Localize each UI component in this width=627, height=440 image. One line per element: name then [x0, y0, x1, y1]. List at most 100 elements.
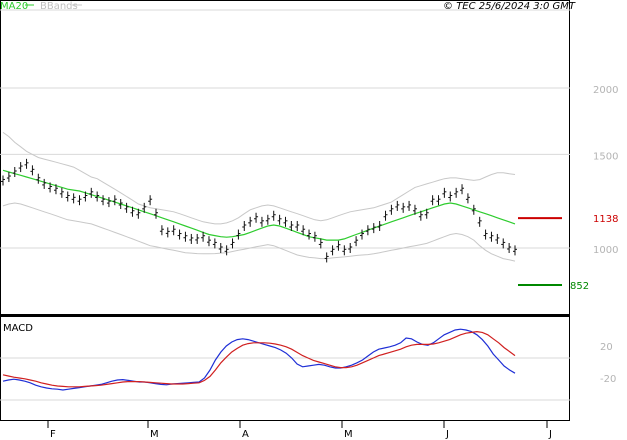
- price-bar: [448, 191, 453, 202]
- price-bar: [271, 210, 276, 221]
- price-bar: [342, 245, 347, 256]
- price-bar: [259, 216, 264, 227]
- price-bar: [336, 240, 341, 251]
- macd-panel-frame: [0, 316, 570, 421]
- price-bar: [348, 243, 353, 253]
- price-bar: [312, 231, 317, 242]
- x-tick-label-2: A: [242, 429, 249, 440]
- price-bar: [242, 220, 247, 231]
- price-bar: [495, 233, 500, 244]
- signal-line: [2, 330, 516, 388]
- bbands-upper-line: [2, 131, 516, 225]
- price-bar: [124, 202, 129, 213]
- price-bar: [436, 195, 441, 206]
- price-bar: [501, 238, 506, 249]
- price-bar: [230, 238, 235, 249]
- price-bar: [36, 173, 41, 184]
- price-bar: [53, 184, 58, 195]
- price-bar: [454, 187, 459, 198]
- price-bar: [324, 252, 329, 263]
- price-bar: [65, 191, 70, 202]
- price-bar: [389, 204, 394, 215]
- price-bar: [383, 210, 388, 221]
- macd-series-group: [2, 328, 516, 391]
- price-bar: [395, 200, 400, 211]
- price-bar: [12, 166, 17, 177]
- price-bar: [265, 214, 270, 225]
- x-tick-label-3: M: [344, 429, 353, 440]
- ma20-legend-label: MA20: [0, 1, 28, 12]
- price-gridlines: 2000 1500 1000: [0, 9, 618, 256]
- price-bar: [460, 184, 465, 195]
- price-bar: [24, 158, 29, 169]
- price-bar: [283, 216, 288, 227]
- price-series-group: [1, 131, 517, 263]
- price-bar: [206, 236, 211, 247]
- support-label: 852: [570, 281, 589, 292]
- price-tick-label-1: 1500: [593, 151, 618, 162]
- price-bar: [365, 225, 370, 236]
- price-bar: [48, 182, 53, 193]
- bbands-lower-line: [2, 202, 516, 262]
- macd-tick-label-1: -20: [600, 374, 616, 385]
- price-tick-label-2: 1000: [593, 245, 618, 256]
- price-bar: [224, 245, 229, 256]
- resistance-label: 1138: [593, 214, 618, 225]
- price-bar: [71, 193, 76, 204]
- price-bar: [248, 216, 253, 227]
- price-bar: [171, 225, 176, 236]
- macd-gridlines: 20 -20: [0, 342, 616, 401]
- price-bar: [354, 236, 359, 247]
- price-bar: [507, 243, 512, 253]
- price-bar: [465, 193, 470, 204]
- price-bar: [6, 172, 11, 183]
- price-bar: [330, 245, 335, 256]
- bbands-legend-label: BBands: [40, 1, 78, 12]
- price-bar: [277, 214, 282, 225]
- price-bar: [154, 208, 159, 219]
- price-bar: [83, 191, 88, 202]
- price-bar: [106, 197, 111, 208]
- price-bar: [42, 178, 47, 189]
- price-bar: [318, 238, 323, 249]
- price-bar: [95, 191, 100, 202]
- price-bar: [195, 233, 200, 244]
- copyright-text: © TEC 25/6/2024 3:0 GMT: [443, 1, 576, 12]
- price-bar: [289, 220, 294, 231]
- price-bar: [201, 231, 206, 242]
- price-bar: [301, 225, 306, 236]
- price-bar: [1, 175, 5, 186]
- price-bar: [430, 195, 435, 206]
- price-bar: [136, 208, 141, 219]
- price-bar: [412, 204, 417, 215]
- price-bar: [489, 231, 494, 242]
- price-bar: [59, 187, 64, 198]
- x-tick-label-0: F: [50, 429, 56, 440]
- price-bar: [236, 229, 241, 240]
- price-bar: [418, 210, 423, 221]
- price-tick-label-0: 2000: [593, 85, 618, 96]
- price-bar: [424, 208, 429, 219]
- price-bar: [118, 198, 123, 209]
- price-bar: [401, 202, 406, 213]
- x-tick-label-5: J: [548, 429, 552, 440]
- price-bar: [212, 238, 217, 249]
- price-bar: [407, 200, 412, 211]
- price-bar: [183, 231, 188, 242]
- price-bar: [101, 195, 106, 206]
- price-bar: [177, 229, 182, 240]
- price-bar: [159, 225, 164, 236]
- price-bar: [130, 206, 135, 217]
- price-bar: [359, 229, 364, 240]
- price-bar: [471, 204, 476, 215]
- price-bar: [142, 202, 147, 213]
- price-bar: [30, 165, 35, 176]
- price-bar: [483, 229, 488, 240]
- x-tick-label-1: M: [150, 429, 159, 440]
- price-bar: [442, 187, 447, 198]
- price-bar: [165, 227, 170, 238]
- price-bar: [254, 212, 259, 223]
- macd-panel-label: MACD: [3, 323, 33, 334]
